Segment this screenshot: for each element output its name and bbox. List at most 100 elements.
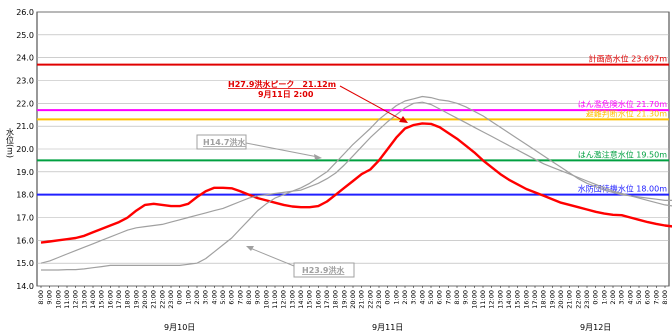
x-tick-label: 12:00 [280,290,288,309]
svg-text:9月11日 2:00: 9月11日 2:00 [258,90,314,99]
x-tick-label: 17:00 [115,290,123,309]
date-label: 9月11日 [372,323,403,332]
x-tick-label: 20:00 [349,290,357,309]
svg-text:H14.7洪水: H14.7洪水 [203,137,246,147]
date-label: 9月12日 [580,323,611,332]
x-tick-label: 10:00 [262,290,270,309]
x-tick-label: 16:00 [106,290,114,309]
series-lines [40,95,672,271]
x-tick-label: 7:00 [236,290,244,305]
x-tick-label: 1:00 [392,290,400,305]
y-tick-label: 20.0 [16,145,34,154]
date-label: 9月10日 [164,323,195,332]
y-tick-label: 24.0 [16,54,34,63]
y-tick-label: 16.0 [16,236,34,245]
x-tick-label: 7:00 [444,290,452,305]
x-tick-label: 3:00 [618,290,626,305]
x-tick-label: 21:00 [150,290,158,309]
x-tick-label: 12:00 [72,290,80,309]
reference-line-label: 計画高水位 23.697m [589,54,668,64]
annotation-h14: H14.7洪水 [196,134,322,160]
x-tick-label: 19:00 [340,290,348,309]
x-tick-label: 0:00 [384,290,392,305]
reference-line-label: はん濫注意水位 19.50m [578,149,667,159]
y-tick-label: 22.0 [16,99,34,108]
x-tick-label: 9:00 [254,290,262,305]
x-tick-label: 15:00 [306,290,314,309]
x-tick-label: 14:00 [297,290,305,309]
x-tick-label: 13:00 [80,290,88,309]
x-tick-label: 22:00 [574,290,582,309]
x-tick-label: 11:00 [63,290,71,309]
x-tick-label: 13:00 [288,290,296,309]
series-line [40,122,672,244]
x-tick-label: 1:00 [184,290,192,305]
x-tick-label: 17:00 [323,290,331,309]
x-tick-label: 19:00 [548,290,556,309]
x-tick-label: 20:00 [557,290,565,309]
x-tick-label: 3:00 [410,290,418,305]
reference-line-label: 避難判断水位 21.30m [586,108,667,118]
x-tick-label: 7:00 [652,290,660,305]
series-line [41,95,672,271]
x-tick-label: 8:00 [245,290,253,305]
annotation-h23: H23.9洪水 [246,246,355,278]
x-tick-label: 13:00 [496,290,504,309]
date-labels: 9月10日 9月11日 9月12日 [164,323,611,332]
y-tick-label: 14.0 [16,282,34,291]
reference-line-label: 水防団待機水位 18.00m [578,184,667,194]
x-tick-label: 22:00 [366,290,374,309]
x-tick-label: 23:00 [375,290,383,309]
y-tick-label: 19.0 [16,168,34,177]
y-tick-label: 23.0 [16,77,34,86]
x-tick-label: 21:00 [358,290,366,309]
x-tick-label: 6:00 [436,290,444,305]
x-tick-label: 6:00 [644,290,652,305]
x-tick-label: 11:00 [479,290,487,309]
x-tick-label: 20:00 [141,290,149,309]
x-tick-label: 2:00 [193,290,201,305]
x-tick-label: 22:00 [158,290,166,309]
x-tick-label: 16:00 [522,290,530,309]
x-tick-label: 6:00 [228,290,236,305]
y-tick-label: 26.0 [16,8,34,17]
x-tick-label: 8:00 [661,290,669,305]
svg-text:H23.9洪水: H23.9洪水 [302,265,345,275]
x-tick-label: 5:00 [635,290,643,305]
reference-line-label: はん濫危険水位 21.70m [578,99,667,109]
x-tick-label: 9:00 [462,290,470,305]
x-tick-label: 2:00 [401,290,409,305]
x-tick-label: 4:00 [626,290,634,305]
x-tick-label: 0:00 [592,290,600,305]
x-axis-ticks: 8:00 9:00 10:00 11:00 12:00 13:00 14:00 15:00 16… [37,286,669,309]
x-tick-label: 21:00 [566,290,574,309]
svg-text:H27.9洪水ピーク 21.12m: H27.9洪水ピーク 21.12m [228,79,336,89]
x-tick-label: 0:00 [176,290,184,305]
x-tick-label: 1:00 [600,290,608,305]
y-axis-title: 水位(m) [6,127,15,158]
y-tick-label: 25.0 [16,31,34,40]
x-tick-label: 16:00 [314,290,322,309]
x-tick-label: 9:00 [46,290,54,305]
y-tick-label: 17.0 [16,214,34,223]
x-tick-label: 19:00 [132,290,140,309]
y-axis-ticks: 14.0 15.0 16.0 17.0 18.0 19.0 20.0 21.0 22.0 23.0… [16,8,34,291]
y-tick-label: 18.0 [16,191,34,200]
x-tick-label: 23:00 [583,290,591,309]
x-tick-label: 14:00 [505,290,513,309]
x-tick-label: 11:00 [271,290,279,309]
y-tick-label: 21.0 [16,122,34,131]
x-tick-label: 12:00 [488,290,496,309]
x-tick-label: 18:00 [332,290,340,309]
x-tick-label: 8:00 [37,290,45,305]
x-tick-label: 5:00 [219,290,227,305]
x-tick-label: 17:00 [531,290,539,309]
x-tick-label: 5:00 [427,290,435,305]
x-tick-label: 10:00 [54,290,62,309]
x-tick-label: 3:00 [202,290,210,305]
x-tick-label: 8:00 [453,290,461,305]
x-tick-label: 4:00 [418,290,426,305]
x-tick-label: 18:00 [124,290,132,309]
